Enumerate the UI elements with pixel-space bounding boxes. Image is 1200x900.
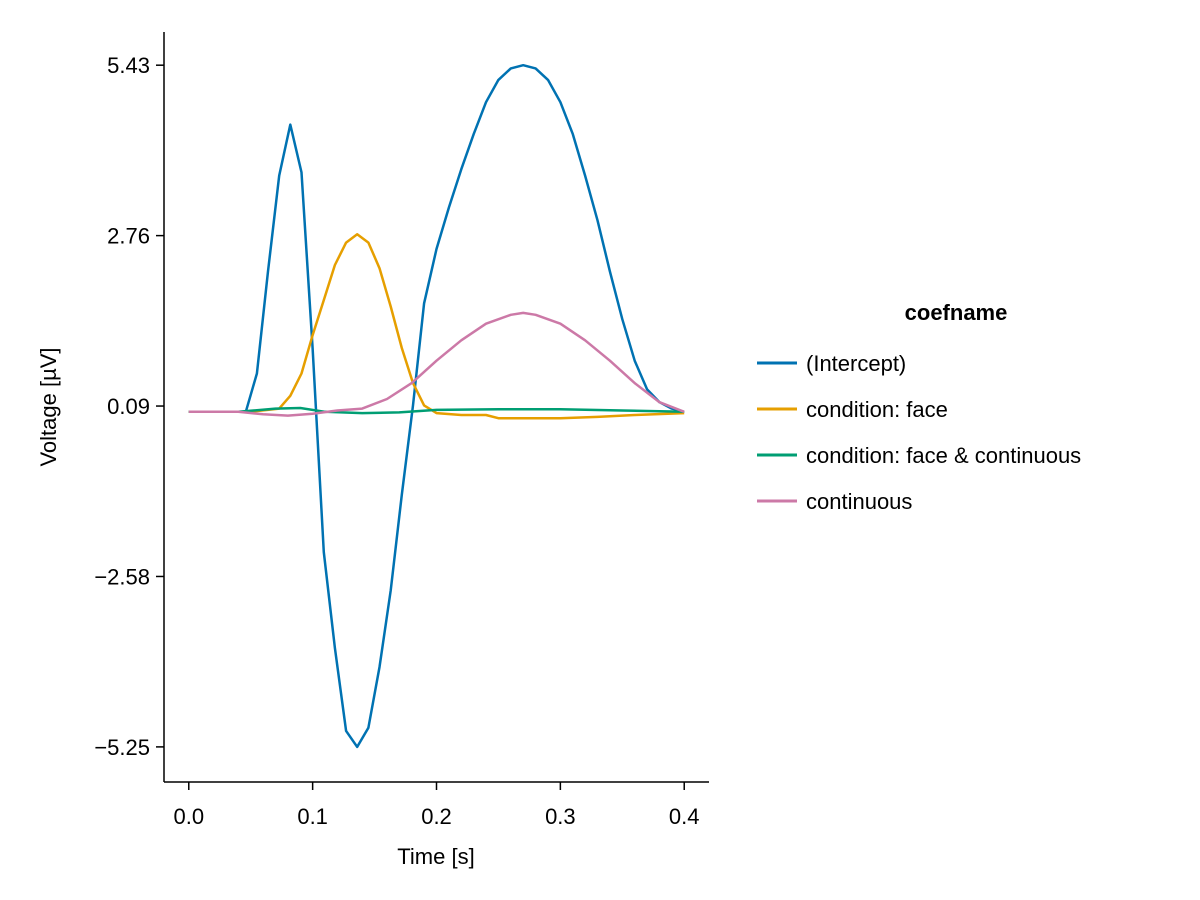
x-tick-label: 0.0 (173, 804, 204, 829)
legend-label: condition: face (806, 397, 948, 422)
legend-item-condition-face: condition: face (757, 397, 948, 422)
legend: coefname (Intercept) condition: face condi… (757, 300, 1081, 514)
legend-label: continuous (806, 489, 912, 514)
y-tick-label: 5.43 (107, 53, 150, 78)
x-tick-label: 0.4 (669, 804, 700, 829)
x-tick-label: 0.1 (297, 804, 328, 829)
legend-label: (Intercept) (806, 351, 906, 376)
x-axis-label: Time [s] (397, 844, 474, 869)
series-line-intercept (188, 63, 685, 749)
series-line-continuous (188, 311, 685, 417)
legend-items: (Intercept) condition: face condition: fac… (757, 351, 1081, 514)
y-tick-label: 2.76 (107, 224, 150, 249)
x-tick-label: 0.3 (545, 804, 576, 829)
legend-item-intercept: (Intercept) (757, 351, 906, 376)
y-axis-label: Voltage [µV] (36, 347, 61, 466)
x-axis-ticks: 0.0 0.1 0.2 0.3 0.4 (173, 782, 700, 829)
plot-area (188, 63, 685, 749)
legend-item-condition-face-continuous: condition: face & continuous (757, 443, 1081, 468)
legend-label: condition: face & continuous (806, 443, 1081, 468)
series-line-condition-face-continuous (188, 406, 685, 415)
legend-title: coefname (905, 300, 1008, 325)
series-line-condition-face (188, 233, 685, 420)
y-axis-ticks: 5.43 2.76 0.09 −2.58 −5.25 (94, 53, 164, 760)
y-tick-label: 0.09 (107, 394, 150, 419)
x-tick-label: 0.2 (421, 804, 452, 829)
y-tick-label: −5.25 (94, 735, 150, 760)
y-tick-label: −2.58 (94, 564, 150, 589)
axes (163, 32, 709, 783)
legend-item-continuous: continuous (757, 489, 912, 514)
